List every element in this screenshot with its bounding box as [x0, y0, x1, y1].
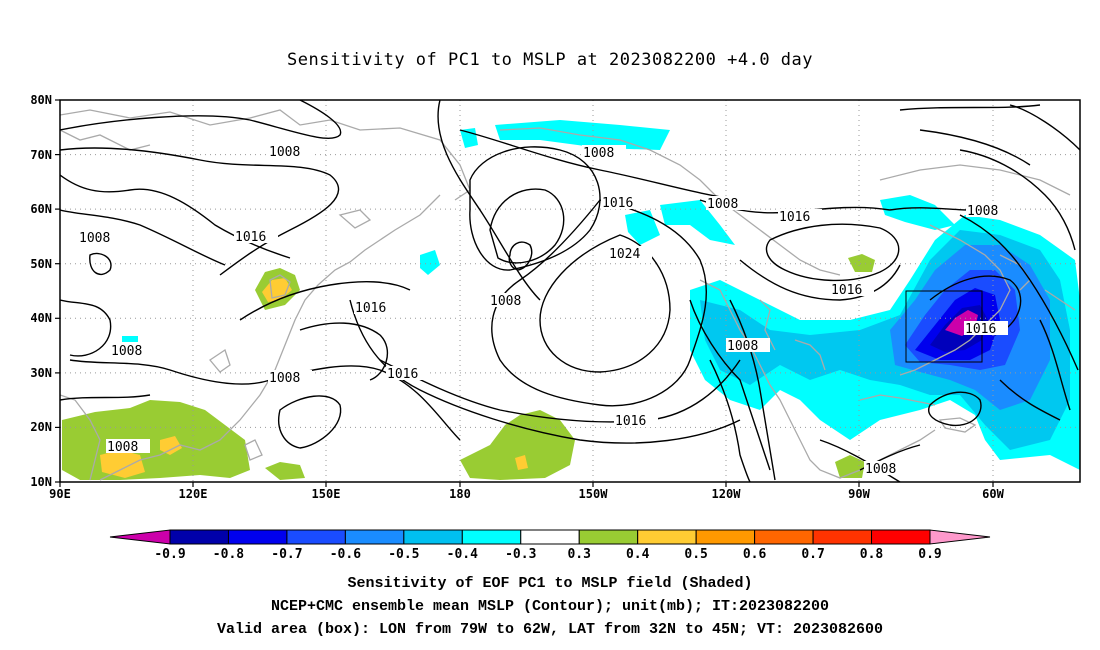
shade-japan-yellow [262, 278, 292, 302]
colorbar-label: 0.6 [743, 547, 767, 562]
caption-line-3: Valid area (box): LON from 79W to 62W, L… [216, 621, 884, 638]
contour-label: 1016 [965, 322, 996, 337]
contour-label: 1016 [387, 367, 418, 382]
contour-label: 1008 [707, 197, 738, 212]
colorbar-box [812, 529, 873, 545]
lon-label: 60W [982, 487, 1004, 501]
shade-sea-yellow [100, 450, 145, 478]
shade-small-cyan1 [420, 250, 440, 275]
shade-canada-green [848, 254, 875, 272]
chart-title: Sensitivity of PC1 to MSLP at 2023082200… [286, 50, 813, 70]
colorbar-label: -0.9 [154, 547, 185, 562]
colorbar-box [461, 529, 522, 545]
colorbar-label: 0.7 [801, 547, 824, 562]
colorbar-box [871, 529, 931, 545]
colorbar-label: 0.5 [684, 547, 707, 562]
shade-npac-cyan3 [625, 210, 660, 245]
colorbar-box [695, 529, 756, 545]
longitude-labels: 90E 120E 150E 180 150W 120W 90W 60W [49, 487, 1004, 501]
colorbar-box [286, 529, 346, 545]
shade-pac-yellow [515, 455, 528, 470]
lat-label: 80N [30, 93, 52, 107]
shade-small-cyan3 [122, 336, 138, 342]
shade-sea-yellow2 [160, 436, 182, 455]
colorbar-box [520, 529, 580, 545]
contour-label: 1024 [609, 247, 640, 262]
shade-carib-green [835, 455, 865, 478]
contour-label: 1008 [490, 294, 521, 309]
shade-npac-cyan2 [660, 200, 735, 245]
shade-pac-green [460, 410, 575, 480]
colorbar-right-arrow [929, 529, 991, 545]
colorbar-label: -0.4 [447, 547, 478, 562]
colorbar-label: 0.3 [567, 547, 590, 562]
contour-label: 1016 [235, 230, 266, 245]
caption-line-2: NCEP+CMC ensemble mean MSLP (Contour); u… [270, 598, 830, 615]
lat-label: 10N [30, 475, 52, 489]
lat-label: 70N [30, 148, 52, 162]
colorbar-box [754, 529, 814, 545]
colorbar-label: -0.6 [330, 547, 361, 562]
contour-label: 1008 [865, 462, 896, 477]
contour-label: 1008 [269, 145, 300, 160]
contour-label: 1016 [779, 210, 810, 225]
map-content: 1008 1008 1008 1008 1008 1008 1008 1008 … [60, 100, 1080, 482]
colorbar-box [169, 529, 229, 545]
lon-label: 90E [49, 487, 71, 501]
colorbar-label: 0.8 [860, 547, 884, 562]
contour-label: 1008 [583, 146, 614, 161]
axis-ticks [55, 99, 994, 487]
map-frame [59, 99, 1081, 483]
colorbar-box [344, 529, 405, 545]
contour-label: 1016 [602, 196, 633, 211]
lon-label: 90W [848, 487, 870, 501]
colorbar-label: -0.5 [388, 547, 419, 562]
lon-label: 180 [449, 487, 471, 501]
colorbar: -0.9 -0.8 -0.7 -0.6 -0.5 -0.4 -0.3 0.3 0.4 0.5 0.6… [109, 529, 991, 562]
colorbar-label: -0.8 [213, 547, 244, 562]
contour-label: 1008 [727, 339, 758, 354]
shade-pac-green2 [265, 462, 305, 480]
contour-label-group: 1008 1008 1008 1008 1008 1008 1008 1008 … [78, 144, 1010, 477]
colorbar-label: 0.9 [918, 547, 941, 562]
contour-label: 1016 [355, 301, 386, 316]
contour-label: 1008 [79, 231, 110, 246]
colorbar-box [403, 529, 463, 545]
colorbar-label: -0.7 [271, 547, 302, 562]
lat-label: 20N [30, 420, 52, 434]
colorbar-box [227, 529, 288, 545]
lat-label: 60N [30, 202, 52, 216]
colorbar-box [578, 529, 639, 545]
lat-label: 50N [30, 257, 52, 271]
lat-label: 40N [30, 311, 52, 325]
contour-label: 1008 [111, 344, 142, 359]
colorbar-left-arrow [109, 529, 171, 545]
colorbar-label: -0.3 [505, 547, 536, 562]
lon-label: 150E [312, 487, 341, 501]
contour-label: 1016 [831, 283, 862, 298]
graticule [60, 100, 1080, 482]
lon-label: 120W [712, 487, 742, 501]
contour-label: 1008 [269, 371, 300, 386]
colorbar-box [637, 529, 697, 545]
caption-line-1: Sensitivity of EOF PC1 to MSLP field (Sh… [347, 575, 753, 592]
contour-label: 1016 [615, 414, 646, 429]
shade-alaska-cyan [880, 195, 955, 230]
lon-label: 120E [179, 487, 208, 501]
contour-label: 1008 [967, 204, 998, 219]
contour-label: 1008 [107, 440, 138, 455]
lat-label: 30N [30, 366, 52, 380]
latitude-labels: 80N 70N 60N 50N 40N 30N 20N 10N [30, 93, 52, 489]
lon-label: 150W [579, 487, 609, 501]
colorbar-label: 0.4 [626, 547, 650, 562]
